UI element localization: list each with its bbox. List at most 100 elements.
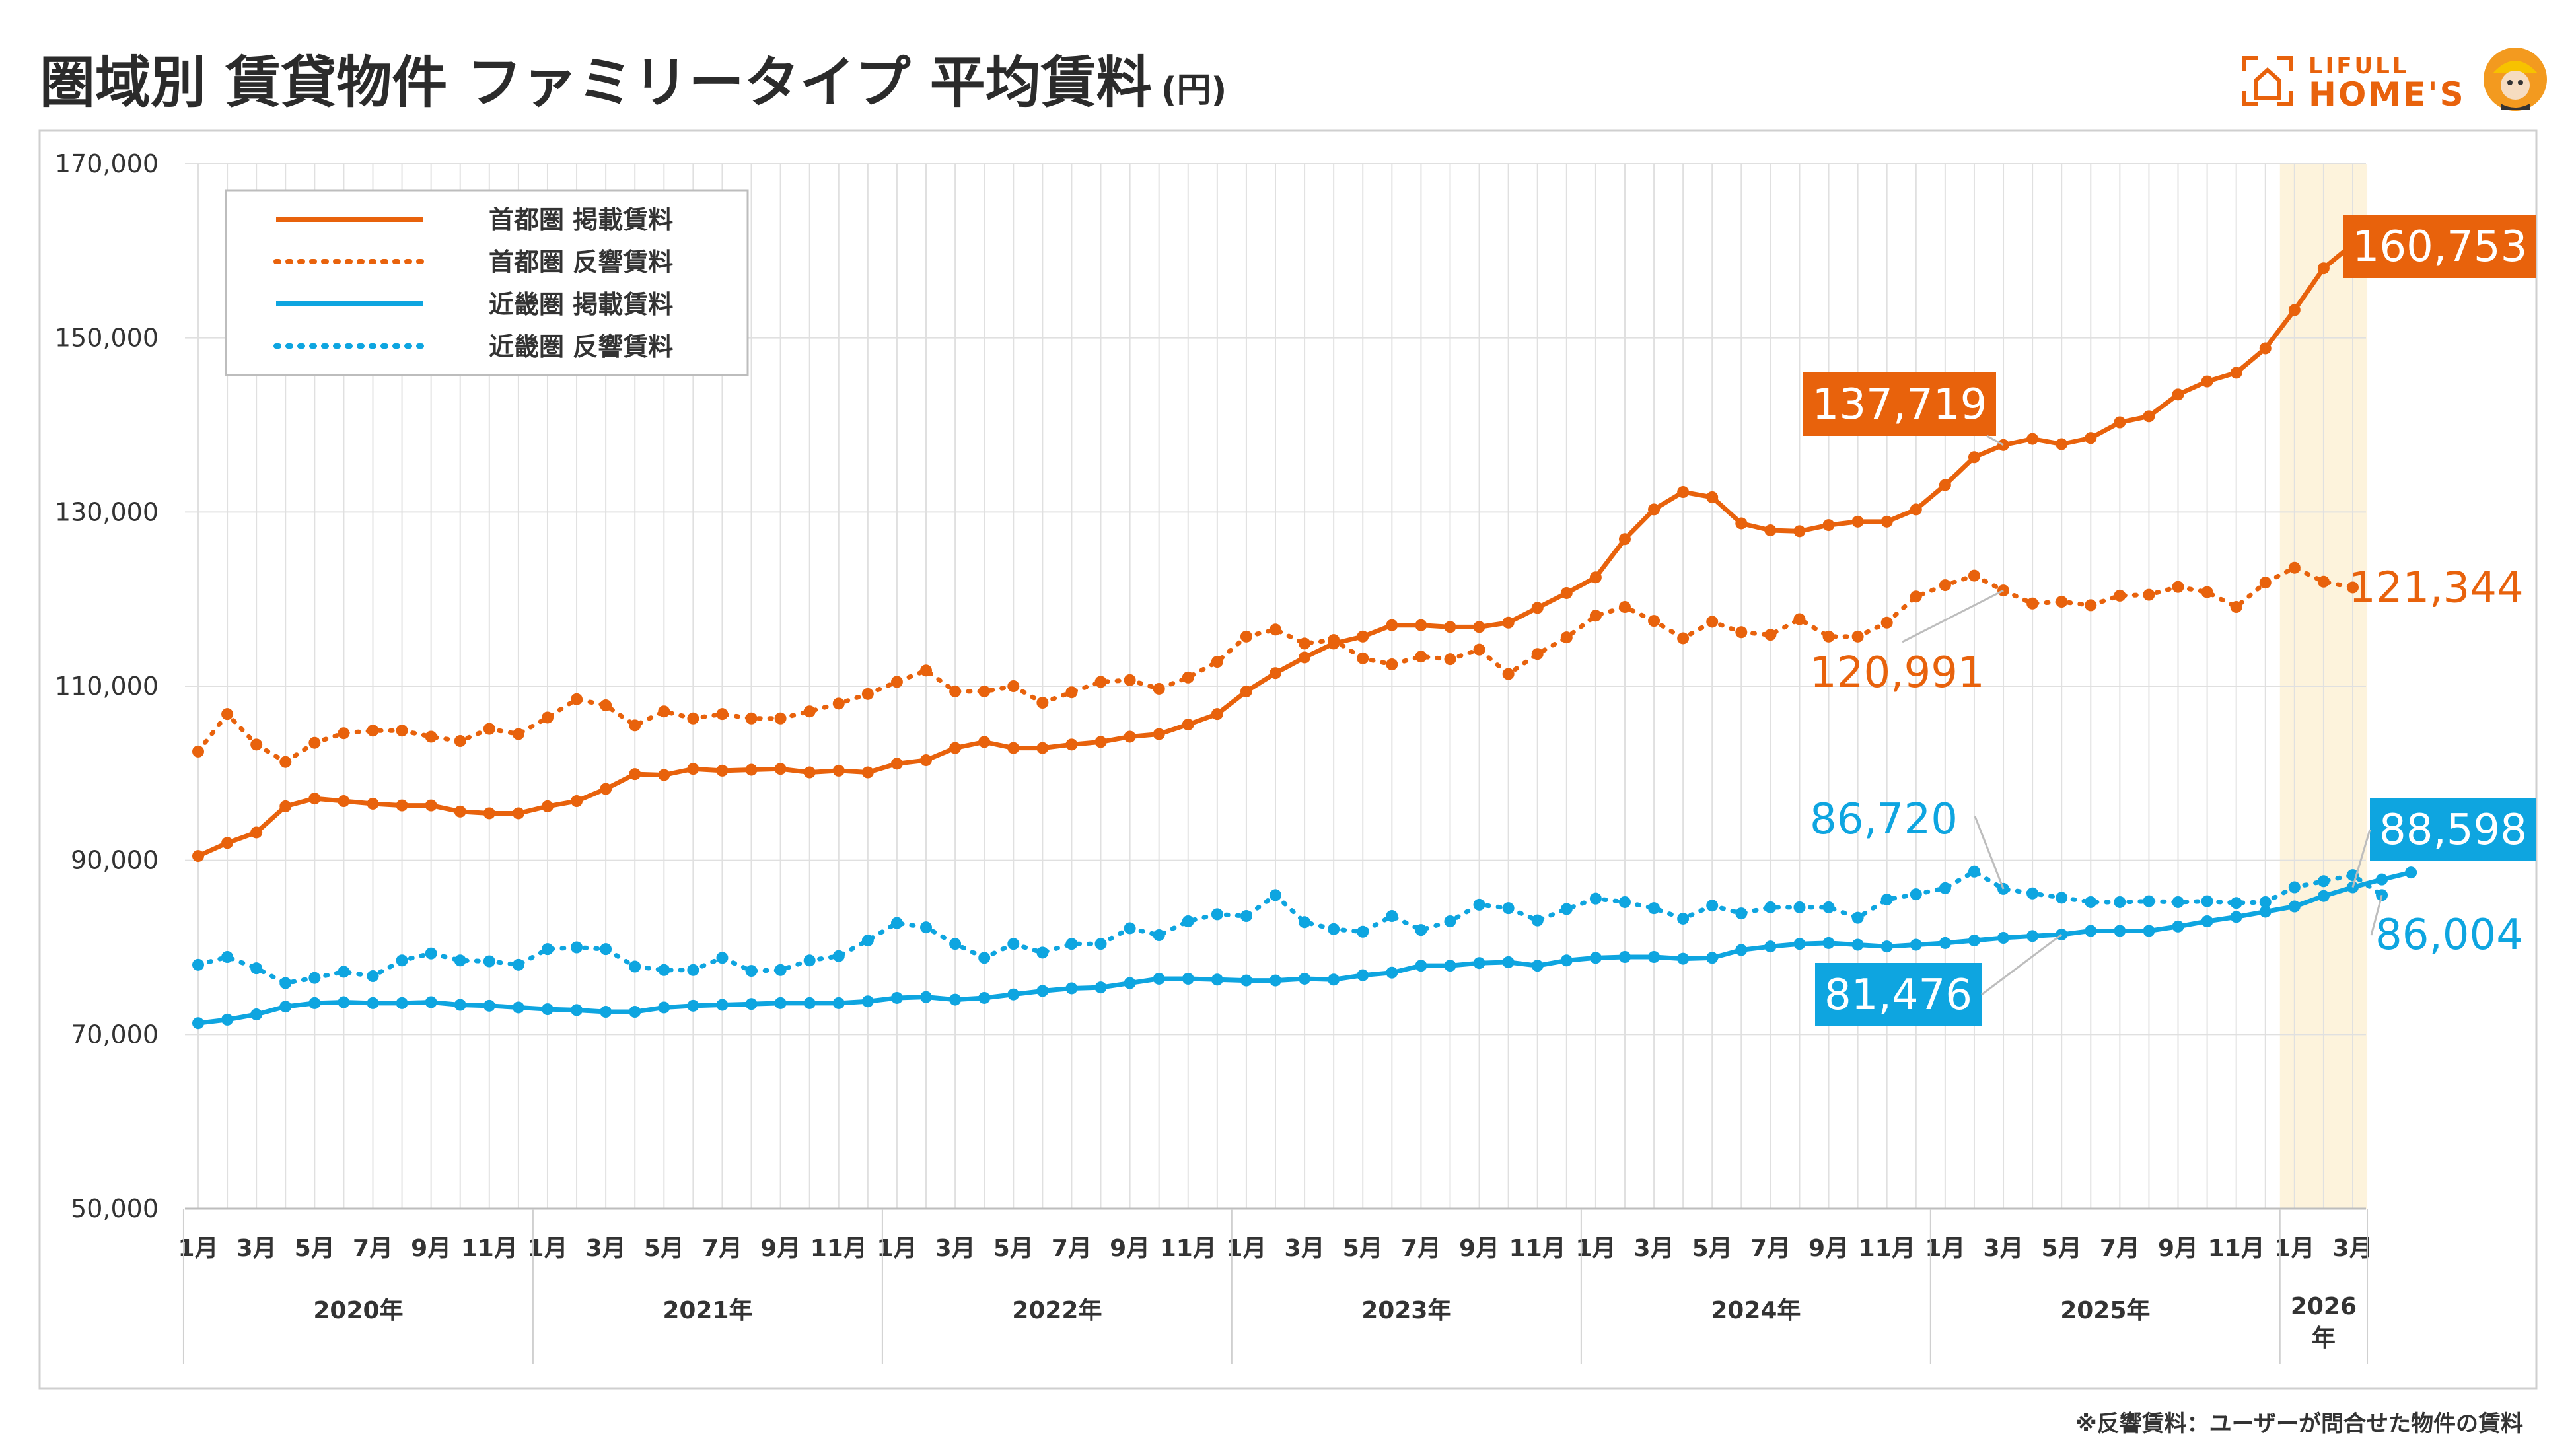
data-point [425, 730, 437, 743]
x-tick-label: 9月 [1808, 1235, 1849, 1262]
data-point [745, 712, 758, 725]
data-point [1910, 938, 1922, 951]
data-point [1124, 977, 1136, 989]
x-tick-label: 1月 [2274, 1235, 2314, 1262]
x-tick-label: 1月 [1925, 1235, 1965, 1262]
data-point [832, 764, 845, 777]
data-point [2201, 895, 2213, 907]
data-point [2288, 881, 2301, 894]
data-point [1793, 525, 1806, 538]
data-point [1299, 972, 1311, 985]
data-labels: 160,753 137,719 121,344 120,991 88,598 81,476… [1803, 215, 2536, 1026]
data-point [1270, 974, 1281, 987]
label-tokyo-listing-peak: 137,719 [1812, 380, 1987, 429]
data-point [1910, 590, 1922, 603]
data-point [1880, 893, 1893, 905]
data-point [1415, 619, 1427, 631]
data-point [1764, 940, 1777, 953]
x-tick-label: 1月 [877, 1235, 917, 1262]
data-point [1502, 902, 1515, 915]
data-point [1240, 974, 1252, 987]
x-tick-label: 11月 [2208, 1235, 2265, 1262]
label-kinki-response-mark: 86,720 [1810, 795, 1958, 844]
data-point [1677, 632, 1690, 645]
data-point [1065, 686, 1078, 699]
legend-label: 首都圏 反響賃料 [489, 248, 673, 277]
data-point [658, 964, 670, 976]
x-tick-label: 3月 [586, 1235, 626, 1262]
x-tick-label: 3月 [935, 1235, 976, 1262]
data-point [425, 947, 437, 960]
data-point [890, 917, 903, 929]
data-point [2259, 342, 2272, 355]
data-point [1386, 619, 1398, 631]
x-tick-label: 9月 [1110, 1235, 1150, 1262]
data-point [2172, 388, 2184, 401]
data-point [1094, 676, 1107, 688]
data-point [1473, 898, 1485, 911]
data-point [1328, 973, 1340, 986]
x-tick-label: 3月 [1983, 1235, 2023, 1262]
data-point [454, 805, 466, 818]
data-point [2201, 586, 2213, 598]
data-point [716, 708, 729, 721]
data-point [192, 958, 204, 971]
y-axis: 50,000 70,000 90,000 110,000 130,000 150,000 1… [55, 149, 159, 1223]
data-point [978, 991, 991, 1004]
data-point [2259, 905, 2272, 918]
data-point [1648, 951, 1661, 964]
data-point [2259, 896, 2272, 908]
data-point [541, 711, 554, 724]
data-point [2026, 930, 2039, 942]
data-point [483, 807, 495, 820]
data-point [1182, 671, 1194, 684]
data-point [2056, 596, 2068, 608]
x-tick-label: 7月 [2100, 1235, 2140, 1262]
data-point [1793, 901, 1806, 913]
data-point [1270, 889, 1281, 901]
x-tick-label: 5月 [993, 1235, 1034, 1262]
data-point [2259, 577, 2272, 589]
data-point [1182, 972, 1194, 985]
data-point [2143, 925, 2155, 937]
brand-logo: LIFULL HOME'S [2233, 40, 2547, 132]
data-point [2056, 892, 2068, 904]
data-point [512, 1001, 524, 1014]
x-tick-label: 9月 [1459, 1235, 1499, 1262]
data-point [1386, 910, 1398, 923]
data-point [250, 826, 263, 839]
data-point [338, 996, 350, 1008]
data-point [1094, 938, 1107, 950]
data-point [1299, 637, 1311, 650]
data-point [454, 999, 466, 1011]
x-tick-label: 1月 [1226, 1235, 1266, 1262]
data-point [1444, 915, 1456, 927]
data-point [2143, 410, 2155, 423]
data-point [1706, 952, 1719, 964]
data-point [774, 763, 787, 775]
data-point [541, 1003, 554, 1016]
data-point [2085, 896, 2097, 908]
data-point [1444, 653, 1456, 666]
data-point [1502, 956, 1515, 968]
data-point [687, 763, 699, 775]
data-point [279, 1001, 292, 1013]
data-point [541, 943, 554, 956]
data-point [367, 797, 379, 810]
data-point [1007, 680, 1020, 692]
data-point [1618, 601, 1631, 614]
data-point [832, 697, 845, 710]
data-point [1531, 914, 1544, 927]
data-point [571, 693, 583, 705]
y-tick-label: 90,000 [71, 846, 159, 875]
data-point [1822, 937, 1835, 949]
data-point [2114, 416, 2126, 429]
data-point [600, 699, 612, 712]
data-point [2230, 601, 2242, 614]
x-tick-label: 1月 [527, 1235, 567, 1262]
data-point [1182, 719, 1194, 731]
data-point [1153, 682, 1165, 695]
data-point [1735, 626, 1748, 639]
data-point [2172, 581, 2184, 593]
